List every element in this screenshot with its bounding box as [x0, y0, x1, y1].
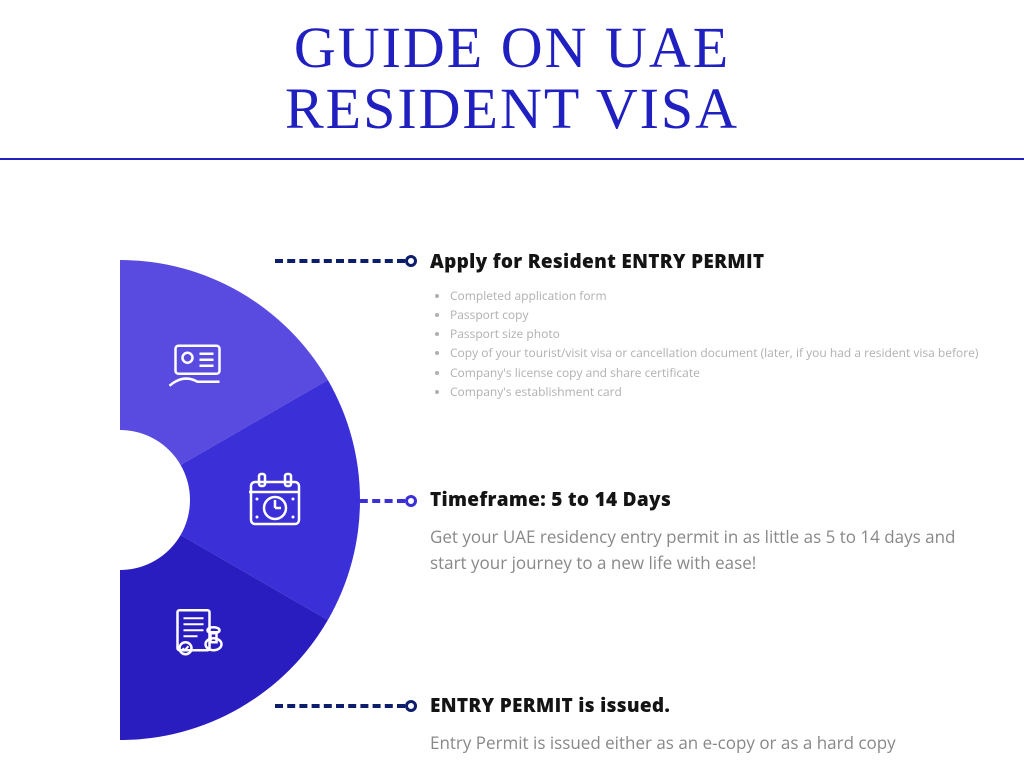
main-content: Apply for Resident ENTRY PERMIT Completed…: [0, 220, 1024, 760]
section-2: Timeframe: 5 to 14 Days Get your UAE resi…: [430, 486, 984, 577]
list-item: Copy of your tourist/visit visa or cance…: [450, 343, 984, 362]
connector-dash: [335, 499, 405, 503]
list-item: Company's establishment card: [450, 382, 984, 401]
connector-dot: [405, 700, 417, 712]
section-1: Apply for Resident ENTRY PERMIT Completed…: [430, 248, 984, 401]
list-item: Company's license copy and share certifi…: [450, 363, 984, 382]
connector-2: [335, 495, 417, 507]
section-heading: Timeframe: 5 to 14 Days: [430, 486, 984, 512]
section-3: ENTRY PERMIT is issued. Entry Permit is i…: [430, 692, 984, 756]
list-item: Passport size photo: [450, 324, 984, 343]
connector-dash: [275, 704, 405, 708]
requirements-list: Completed application formPassport copyP…: [430, 286, 984, 401]
connector-dot: [405, 495, 417, 507]
list-item: Passport copy: [450, 305, 984, 324]
connector-3: [275, 700, 417, 712]
section-heading: ENTRY PERMIT is issued.: [430, 692, 984, 718]
title-line-1: GUIDE ON UAE: [294, 15, 730, 80]
title-line-2: RESIDENT VISA: [285, 76, 739, 141]
connector-dash: [275, 259, 405, 263]
list-item: Completed application form: [450, 286, 984, 305]
connector-dot: [405, 255, 417, 267]
section-heading: Apply for Resident ENTRY PERMIT: [430, 248, 984, 274]
semicircle-diagram: [120, 260, 360, 740]
section-body: Entry Permit is issued either as an e-co…: [430, 730, 984, 756]
connector-1: [275, 255, 417, 267]
section-body: Get your UAE residency entry permit in a…: [430, 524, 984, 577]
title-rule: [0, 158, 1024, 160]
page-title: GUIDE ON UAE RESIDENT VISA: [0, 0, 1024, 140]
